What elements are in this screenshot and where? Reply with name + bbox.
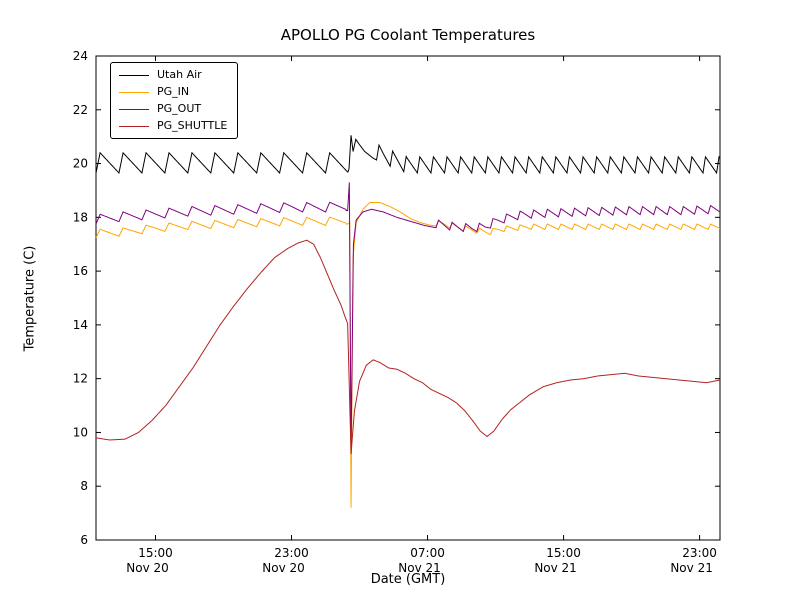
series-path-pg-out [95,182,721,452]
y-tick-label: 14 [73,318,88,332]
y-tick-label: 12 [73,372,88,386]
x-tick-time-label: 15:00 [546,546,581,560]
legend-label: PG_OUT [157,102,202,115]
legend-item: Utah Air [119,68,227,82]
legend-line-sample [119,125,149,127]
legend-line-sample [119,108,149,110]
series-path-pg-in [95,202,721,508]
legend-line-sample [119,91,149,93]
x-tick-time-label: 15:00 [138,546,173,560]
y-tick-label: 16 [73,264,88,278]
x-tick-date-label: Nov 21 [670,561,713,575]
x-tick-date-label: Nov 20 [126,561,169,575]
x-tick-date-label: Nov 20 [262,561,305,575]
legend-line-sample [119,74,149,76]
legend-item: PG_OUT [119,102,227,116]
series-path-utah-air [95,135,721,175]
legend-item: PG_SHUTTLE [119,119,227,133]
legend-label: PG_SHUTTLE [157,119,228,132]
x-tick-date-label: Nov 21 [534,561,577,575]
legend-item: PG_IN [119,85,227,99]
y-tick-label: 6 [80,533,88,547]
x-axis-label: Date (GMT) [370,572,446,587]
series-path-pg-shuttle [95,239,721,454]
chart-title: APOLLO PG Coolant Temperatures [280,26,536,44]
y-axis-label: Temperature (C) [22,245,38,352]
y-tick-label: 8 [80,479,88,493]
x-tick-time-label: 07:00 [410,546,445,560]
y-tick-label: 22 [73,103,88,117]
axes-frame [95,55,721,541]
y-tick-label: 10 [73,425,88,439]
y-tick-label: 18 [73,210,88,224]
legend-label: PG_IN [157,85,190,98]
x-tick-date-label: Nov 21 [398,561,441,575]
y-tick-label: 24 [73,49,88,63]
y-tick-label: 20 [73,157,88,171]
legend: Utah Air PG_IN PG_OUT PG_SHUTTLE [110,62,239,139]
x-tick-time-label: 23:00 [682,546,717,560]
legend-label: Utah Air [157,68,202,81]
x-tick-time-label: 23:00 [274,546,309,560]
